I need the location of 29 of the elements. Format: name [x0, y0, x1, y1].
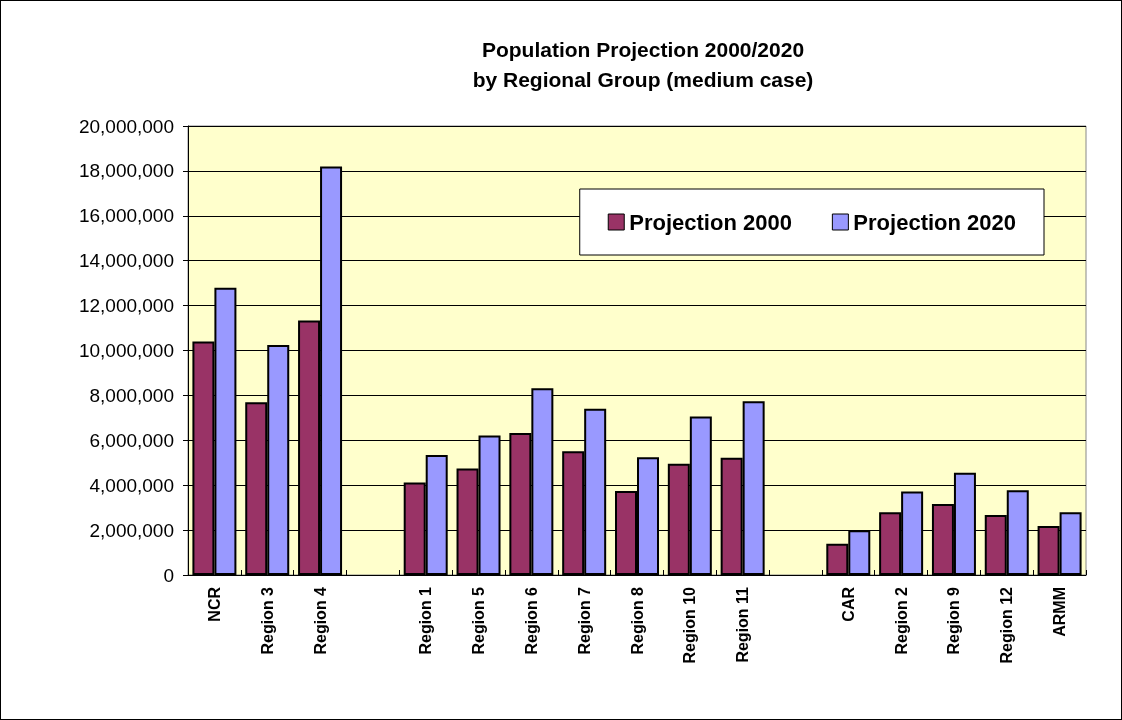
x-tick-label: Region 9 — [945, 586, 963, 655]
chart-title: Population Projection 2000/2020 by Regional Group (medium case) — [472, 37, 814, 91]
legend-label: Projection 2020 — [853, 209, 1017, 235]
y-tick-label: 2,000,000 — [89, 519, 174, 541]
x-tick-label: Region 10 — [681, 586, 699, 664]
y-tick-label: 18,000,000 — [78, 160, 174, 182]
y-tick-label: 16,000,000 — [78, 205, 174, 227]
x-tick-label: Region 5 — [470, 586, 488, 655]
y-tick-label: 0 — [163, 564, 174, 586]
x-tick-label: Region 2 — [892, 586, 910, 655]
y-tick-label: 6,000,000 — [89, 429, 174, 451]
x-tick-label: Region 11 — [734, 586, 752, 663]
x-tick-label: ARMM — [1051, 587, 1069, 637]
y-tick-label: 20,000,000 — [78, 115, 174, 137]
y-tick-label: 10,000,000 — [78, 340, 174, 361]
x-tick-label: Region 4 — [311, 586, 329, 655]
x-tick-label: CAR — [839, 586, 857, 622]
y-tick-label: 14,000,000 — [78, 250, 174, 272]
x-tick-label: Region 8 — [628, 586, 646, 655]
x-tick-label: Region 6 — [522, 586, 540, 655]
x-tick-label: NCR — [205, 586, 223, 622]
y-tick-label: 8,000,000 — [89, 384, 174, 406]
legend-label: Projection 2000 — [629, 209, 792, 235]
y-tick-label: 4,000,000 — [89, 474, 174, 496]
x-tick-label: Region 1 — [417, 586, 435, 655]
x-tick-label: Region 7 — [575, 586, 593, 655]
x-tick-label: Region 3 — [258, 586, 276, 655]
y-tick-label: 12,000,000 — [78, 295, 174, 317]
x-tick-label: Region 12 — [998, 586, 1016, 664]
